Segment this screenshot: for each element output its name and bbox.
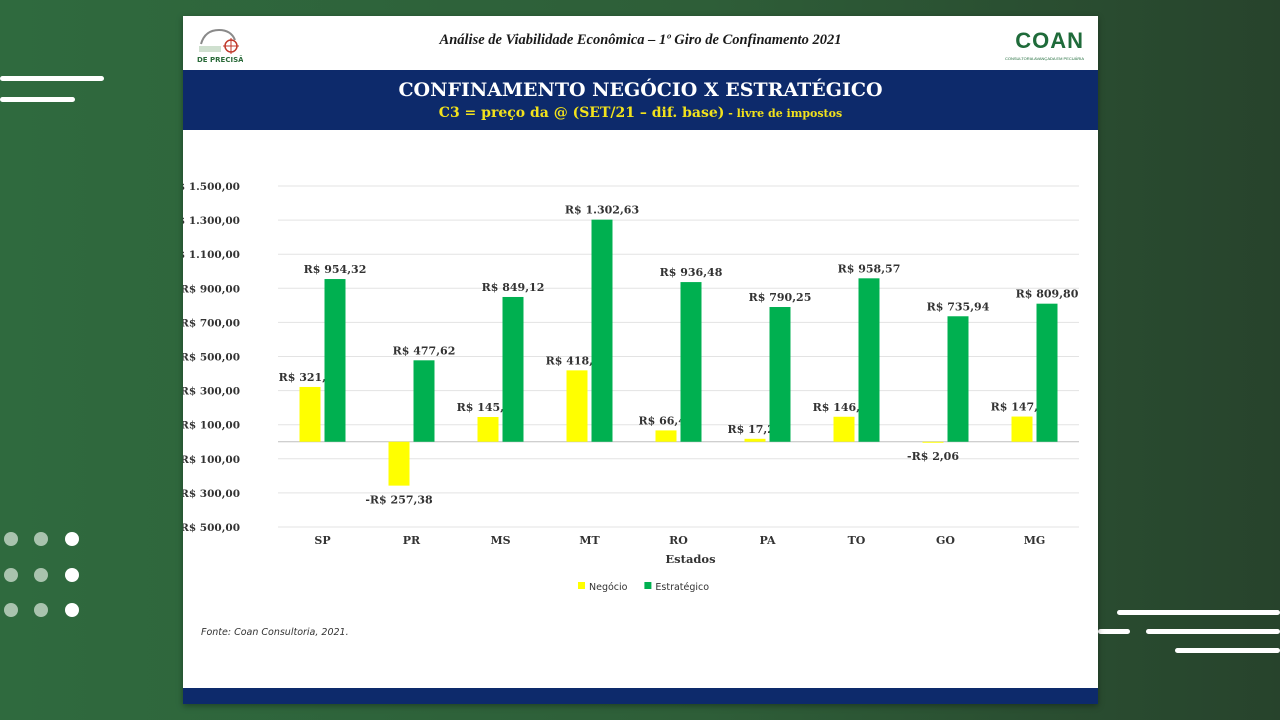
decor-dot	[4, 568, 18, 582]
x-tick-label: MT	[579, 534, 600, 547]
x-axis-label: Estados	[665, 552, 715, 566]
decor-dot	[4, 603, 18, 617]
x-tick-label: GO	[936, 534, 955, 547]
bar	[477, 417, 499, 442]
bar	[388, 441, 410, 486]
y-tick-label: R$ 1.300,00	[183, 215, 240, 227]
x-tick-label: MG	[1024, 534, 1046, 547]
data-label: R$ 477,62	[393, 344, 456, 357]
precision-logo: DE PRECISÃO	[195, 24, 250, 64]
data-label: R$ 17,25	[727, 423, 782, 436]
bar	[566, 370, 588, 442]
bar	[833, 416, 855, 442]
data-label: -R$ 257,38	[365, 494, 433, 507]
y-tick-label: R$ 1.500,00	[183, 181, 240, 193]
subtitle-small: - livre de impostos	[724, 107, 843, 120]
coan-logo: COAN CONSULTORIA AVANÇADA EM PECUÁRIA	[992, 28, 1084, 64]
bar	[591, 219, 613, 442]
data-label: R$ 809,80	[1016, 288, 1079, 301]
bar	[1036, 303, 1058, 442]
decor-line	[1098, 629, 1130, 634]
legend-label: Estratégico	[655, 582, 709, 593]
bar	[680, 282, 702, 442]
coan-logo-text: COAN	[1015, 28, 1084, 53]
bar	[413, 360, 435, 442]
y-tick-label: -R$ 100,00	[183, 454, 240, 466]
decor-line	[0, 76, 104, 81]
decor-line	[1175, 648, 1280, 653]
bar	[655, 430, 677, 442]
data-label: -R$ 2,06	[907, 450, 959, 463]
data-label: R$ 936,48	[660, 266, 723, 279]
data-label: R$ 735,94	[927, 300, 990, 313]
decor-dot	[34, 568, 48, 582]
slide-header: DE PRECISÃO Análise de Viabilidade Econô…	[183, 16, 1098, 70]
data-label: R$ 958,57	[838, 262, 901, 275]
bar	[922, 441, 944, 443]
data-label: R$ 1.302,63	[565, 204, 639, 217]
bar-chart: R$ 1.500,00 R$ 1.300,00 R$ 1.100,00 R$ 900,…	[183, 181, 1079, 593]
slide-subtitle: C3 = preço da @ (SET/21 – dif. base) - l…	[183, 102, 1098, 121]
decor-dot	[65, 603, 79, 617]
slide-footer-bar	[183, 688, 1098, 704]
data-label: R$ 954,32	[304, 263, 367, 276]
bar	[744, 438, 766, 442]
y-tick-label: R$ 900,00	[183, 283, 240, 295]
bar	[299, 386, 321, 442]
y-tick-label: R$ 300,00	[183, 386, 240, 398]
decor-line	[0, 97, 75, 102]
y-tick-label: R$ 100,00	[183, 420, 240, 432]
decor-dot	[34, 603, 48, 617]
bar	[502, 296, 524, 442]
x-tick-label: SP	[314, 534, 330, 547]
subtitle-main: C3 = preço da @ (SET/21 – dif. base)	[438, 105, 725, 121]
decor-dot	[65, 568, 79, 582]
data-label: R$ 790,25	[749, 291, 812, 304]
legend-swatch	[644, 582, 652, 589]
x-tick-label: RO	[669, 534, 688, 547]
title-band: CONFINAMENTO NEGÓCIO X ESTRATÉGICO C3 = …	[183, 70, 1098, 130]
y-tick-label: R$ 1.100,00	[183, 249, 240, 261]
bar	[1011, 416, 1033, 442]
x-tick-label: PA	[759, 534, 775, 547]
legend-label: Negócio	[589, 582, 628, 593]
slide-title: CONFINAMENTO NEGÓCIO X ESTRATÉGICO	[398, 79, 883, 101]
y-tick-label: -R$ 300,00	[183, 488, 240, 500]
x-tick-label: PR	[403, 534, 421, 547]
decor-dot	[34, 532, 48, 546]
coan-logo-subtitle: CONSULTORIA AVANÇADA EM PECUÁRIA	[1004, 56, 1084, 61]
decor-line	[1146, 629, 1280, 634]
source-note: Fonte: Coan Consultoria, 2021.	[201, 627, 349, 638]
decor-line	[1117, 610, 1280, 615]
bar	[769, 307, 791, 442]
logo-left-text: DE PRECISÃO	[197, 55, 243, 64]
y-tick-label: R$ 500,00	[183, 352, 240, 364]
slide: DE PRECISÃO Análise de Viabilidade Econô…	[183, 16, 1098, 704]
bar	[324, 279, 346, 442]
y-tick-label: R$ 700,00	[183, 317, 240, 329]
decor-dot	[4, 532, 18, 546]
bar	[858, 278, 880, 442]
bar	[947, 316, 969, 442]
legend-swatch	[578, 582, 585, 589]
data-label: R$ 66,48	[638, 414, 693, 427]
y-tick-label: -R$ 500,00	[183, 522, 240, 534]
decor-dot	[65, 532, 79, 546]
data-label: R$ 849,12	[482, 281, 545, 294]
x-tick-label: MS	[490, 534, 510, 547]
header-title: Análise de Viabilidade Econômica – 1º Gi…	[439, 32, 842, 48]
x-tick-label: TO	[848, 534, 866, 547]
